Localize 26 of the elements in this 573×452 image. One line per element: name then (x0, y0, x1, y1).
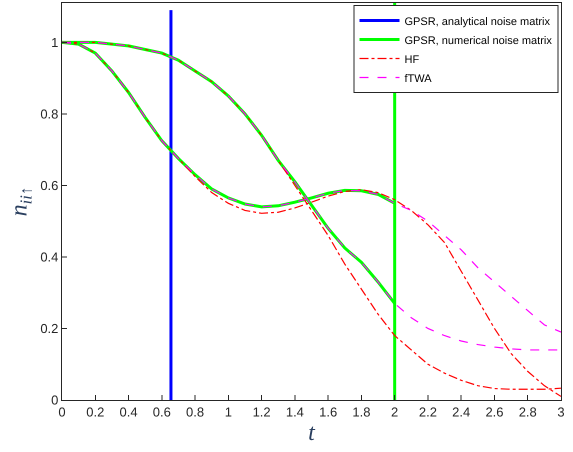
x-tick-label: 1.4 (286, 404, 304, 420)
y-tick-label: 0.2 (40, 321, 58, 336)
x-tick-label: 1.6 (319, 404, 338, 420)
legend-label: HF (404, 54, 420, 66)
legend-label: fTWA (404, 72, 432, 85)
x-tick-label: 2.4 (452, 404, 470, 420)
x-tick-label: 0.8 (186, 404, 204, 420)
y-tick-label: 0 (51, 392, 58, 408)
x-tick-label: 2.8 (518, 404, 537, 420)
x-tick-label: 1.8 (352, 404, 370, 420)
x-tick-label: 2.6 (485, 404, 504, 420)
x-tick-label: 0.4 (119, 404, 138, 420)
legend-label: GPSR, numerical noise matrix (404, 34, 552, 47)
x-tick-label: 2 (391, 404, 398, 420)
x-tick-label: 1.2 (252, 404, 271, 420)
x-tick-label: 1 (224, 404, 232, 420)
x-tick-label: 3 (557, 404, 565, 420)
y-tick-label: 0.6 (40, 178, 58, 193)
x-axis-title: t (308, 420, 316, 446)
legend-label: GPSR, analytical noise matrix (404, 16, 551, 28)
x-tick-label: 2.2 (418, 404, 437, 420)
x-tick-label: 0.6 (152, 404, 171, 420)
y-tick-label: 0.4 (40, 249, 58, 264)
y-tick-label: 0.8 (40, 106, 58, 122)
y-tick-label: 1 (51, 34, 58, 50)
x-tick-label: 0.2 (86, 404, 104, 420)
